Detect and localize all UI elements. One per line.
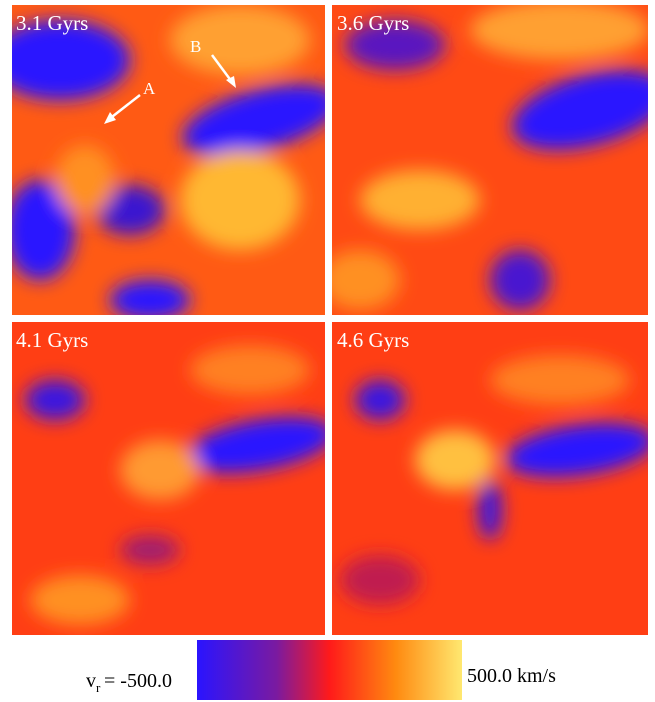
colorbar-subscript: r — [96, 680, 101, 695]
annotation: A — [143, 79, 156, 98]
colorbar-min: = -500.0 — [104, 670, 172, 692]
figure: 3.1 Gyrs A B 3.6 Gyrs 4.1 Gyrs 4.6 Gyrs … — [0, 0, 655, 702]
panel-image — [0, 5, 345, 320]
panel-label: 4.6 Gyrs — [337, 328, 409, 352]
colorbar-symbol: v — [86, 670, 96, 692]
colorbar — [197, 640, 462, 700]
annotation: B — [190, 37, 201, 56]
panel-image — [320, 0, 655, 315]
panel-label: 3.6 Gyrs — [337, 11, 409, 35]
panel-label: 4.1 Gyrs — [16, 328, 88, 352]
colorbar-max: 500.0 km/s — [467, 665, 556, 687]
panel-label: 3.1 Gyrs — [16, 11, 88, 35]
panel-image — [12, 322, 338, 635]
panel-image — [332, 322, 655, 635]
